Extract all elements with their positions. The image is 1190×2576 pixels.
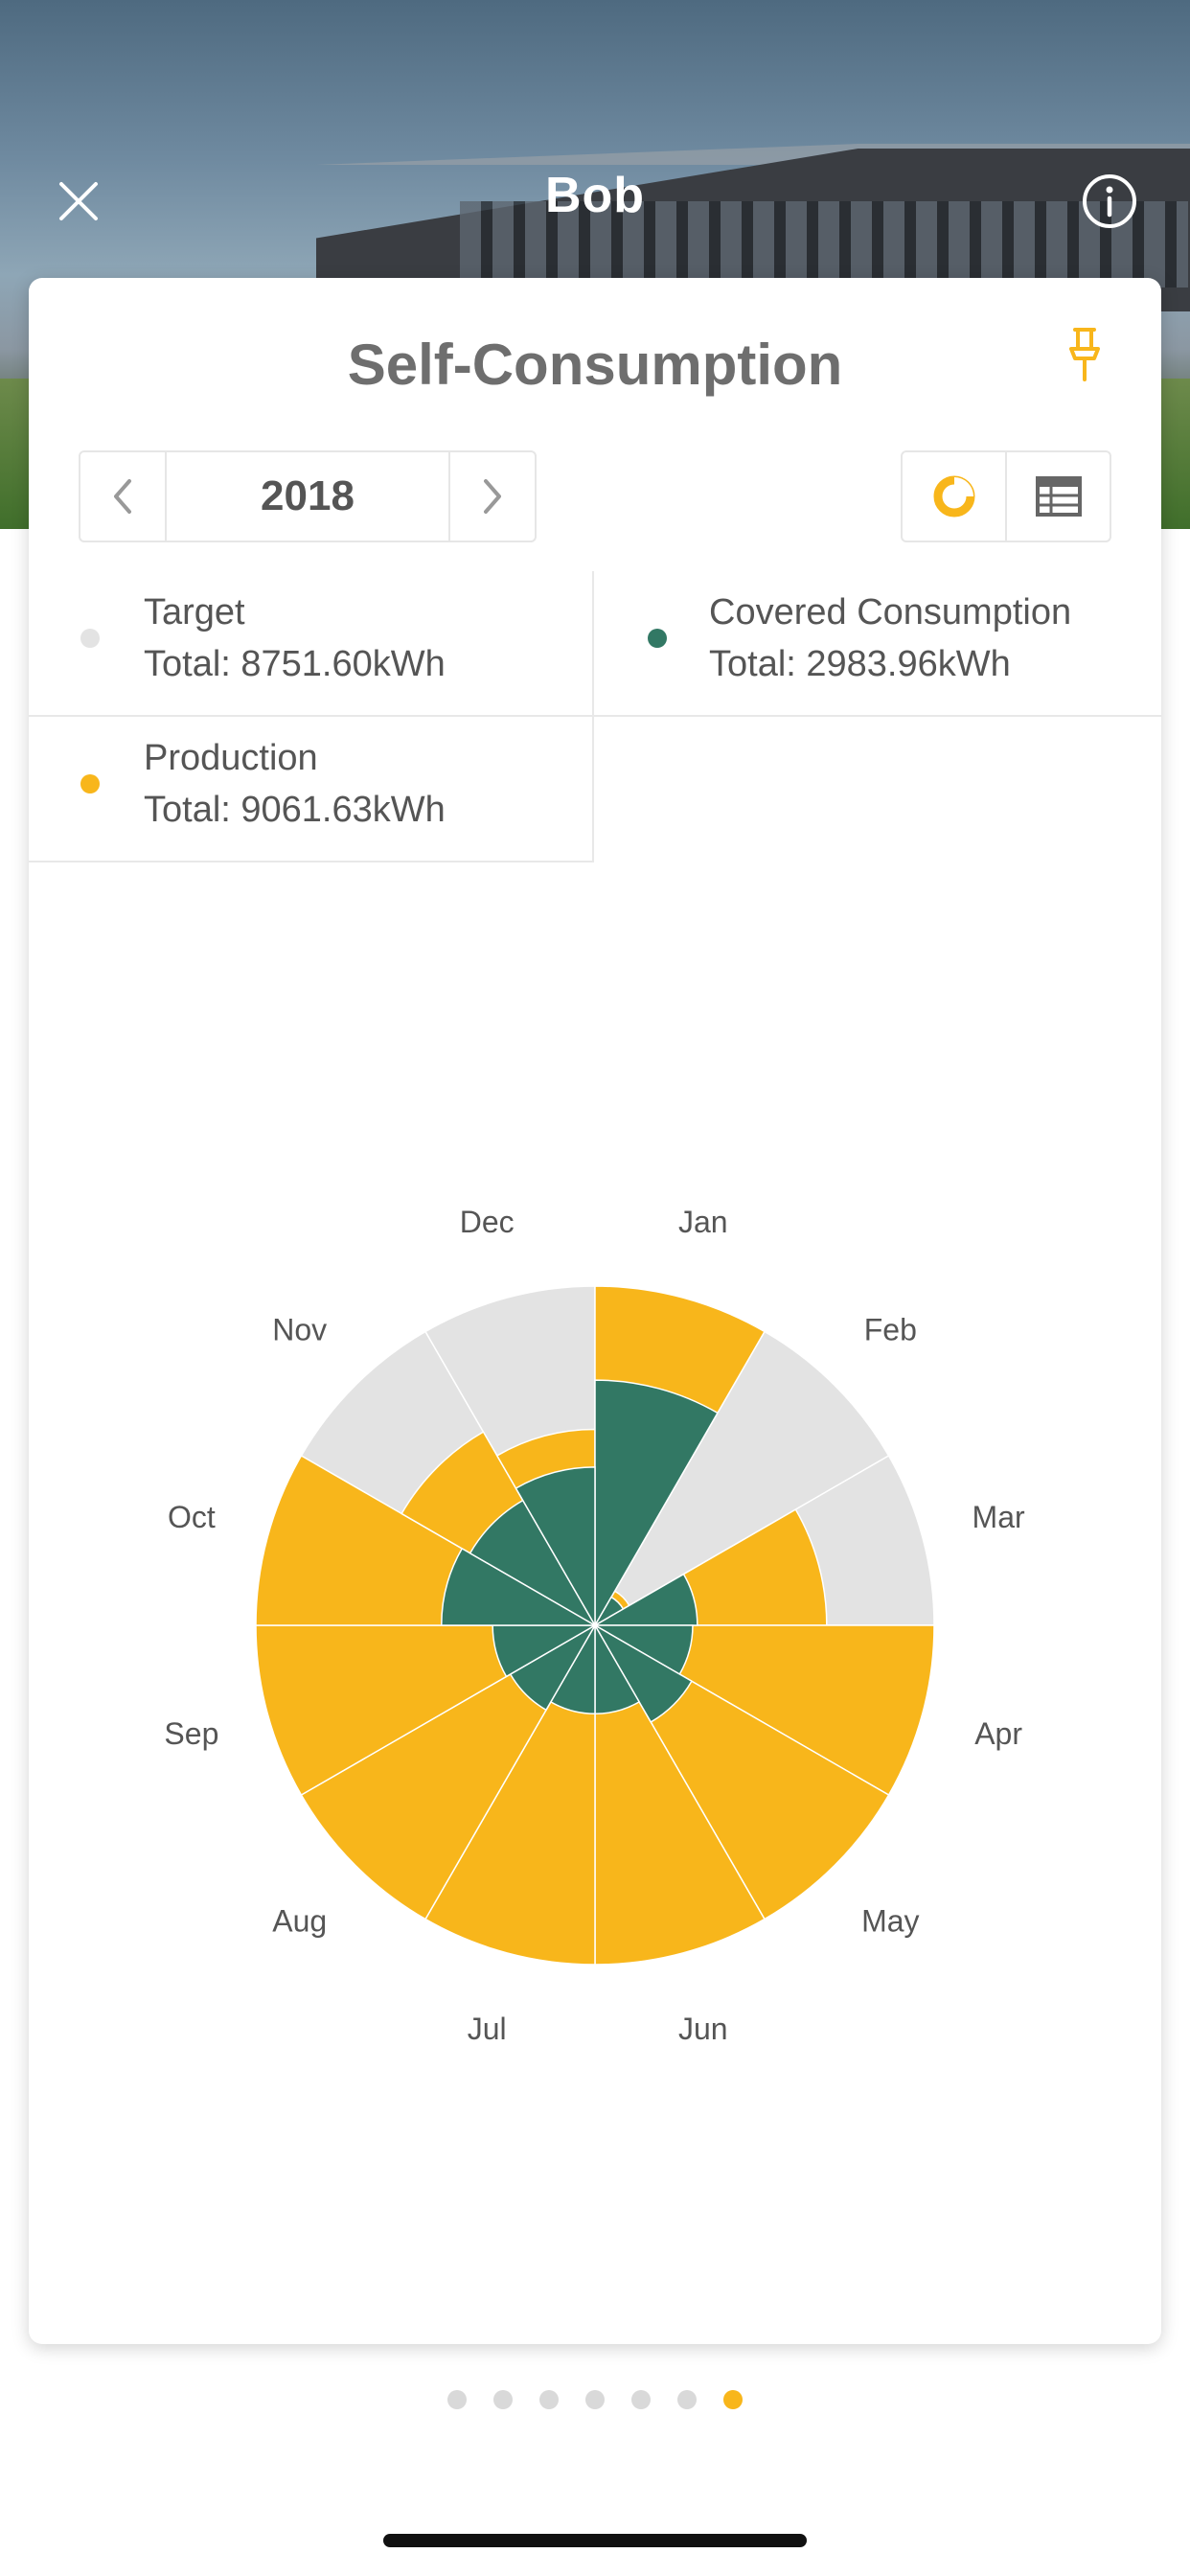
page-dot-4[interactable] (585, 2390, 605, 2409)
info-icon (1083, 174, 1136, 228)
month-label-feb: Feb (864, 1313, 917, 1347)
card-title: Self-Consumption (347, 333, 843, 397)
sector-covered-consumption-may[interactable] (592, 1622, 693, 1723)
legend-item-target[interactable]: Target Total: 8751.60kWh (29, 571, 594, 717)
previous-year-button[interactable] (80, 452, 167, 540)
page-dot-5[interactable] (631, 2390, 651, 2409)
month-label-jul: Jul (468, 2012, 507, 2046)
page-dot-1[interactable] (447, 2390, 467, 2409)
legend-dot-covered (648, 629, 667, 648)
sector-covered-consumption-mar[interactable] (592, 1573, 698, 1626)
pin-icon (1069, 328, 1100, 381)
table-icon (1035, 476, 1082, 517)
sector-production-jul[interactable] (423, 1622, 596, 1966)
chevron-left-icon (114, 479, 131, 514)
year-label: 2018 (261, 472, 355, 519)
polar-chart: Jan Feb Mar Apr May Jun Jul Aug Sep Oct Nov Dec (0, 1150, 1190, 2070)
legend-label: Production (144, 738, 318, 778)
pin-button[interactable] (1056, 322, 1113, 389)
page-indicator (0, 2390, 1190, 2409)
legend-dot-production (80, 774, 100, 794)
polar-chart-svg: Jan Feb Mar Apr May Jun Jul Aug Sep Oct Nov Dec (164, 1205, 1025, 2046)
year-selector: 2018 (79, 450, 537, 542)
close-icon (59, 182, 98, 220)
view-toggle (901, 450, 1111, 542)
month-label-mar: Mar (973, 1500, 1025, 1534)
month-label-apr: Apr (974, 1716, 1022, 1751)
chart-view-button[interactable] (903, 452, 1005, 540)
month-label-dec: Dec (460, 1205, 515, 1239)
sector-production-aug[interactable] (300, 1622, 598, 1920)
legend-label: Covered Consumption (709, 592, 1072, 632)
chevron-right-icon (484, 479, 501, 514)
legend-item-covered-consumption[interactable]: Covered Consumption Total: 2983.96kWh (594, 571, 1161, 717)
next-year-button[interactable] (448, 452, 535, 540)
legend-total: Total: 2983.96kWh (709, 644, 1011, 684)
month-label-jan: Jan (678, 1205, 728, 1239)
top-bar: Bob (0, 134, 1190, 259)
month-label-jun: Jun (678, 2012, 728, 2046)
table-view-button[interactable] (1005, 452, 1110, 540)
month-label-sep: Sep (164, 1716, 218, 1751)
page-dot-2[interactable] (493, 2390, 513, 2409)
home-indicator (383, 2534, 807, 2547)
sector-production-jun[interactable] (594, 1622, 767, 1966)
sector-target-feb[interactable] (592, 1330, 890, 1628)
donut-chart-icon (933, 475, 974, 518)
page-title: Bob (544, 168, 646, 223)
legend-total: Total: 9061.63kWh (144, 790, 446, 830)
sector-covered-consumption-oct[interactable] (440, 1547, 598, 1626)
legend-item-production[interactable]: Production Total: 9061.63kWh (29, 717, 594, 862)
sector-covered-consumption-jan[interactable] (594, 1379, 719, 1628)
info-button[interactable] (1079, 171, 1140, 232)
legend-dot-target (80, 629, 100, 648)
close-button[interactable] (50, 172, 107, 230)
legend-label: Target (144, 592, 245, 632)
month-label-aug: Aug (272, 1903, 327, 1938)
month-label-may: May (861, 1903, 919, 1938)
header-photo-windows (460, 201, 1188, 288)
sector-covered-consumption-dec[interactable] (515, 1466, 596, 1628)
page-dot-7[interactable] (723, 2390, 743, 2409)
page-dot-3[interactable] (539, 2390, 559, 2409)
month-label-nov: Nov (272, 1313, 327, 1347)
legend-total: Total: 8751.60kWh (144, 644, 446, 684)
month-label-oct: Oct (168, 1500, 216, 1534)
page-dot-6[interactable] (677, 2390, 697, 2409)
